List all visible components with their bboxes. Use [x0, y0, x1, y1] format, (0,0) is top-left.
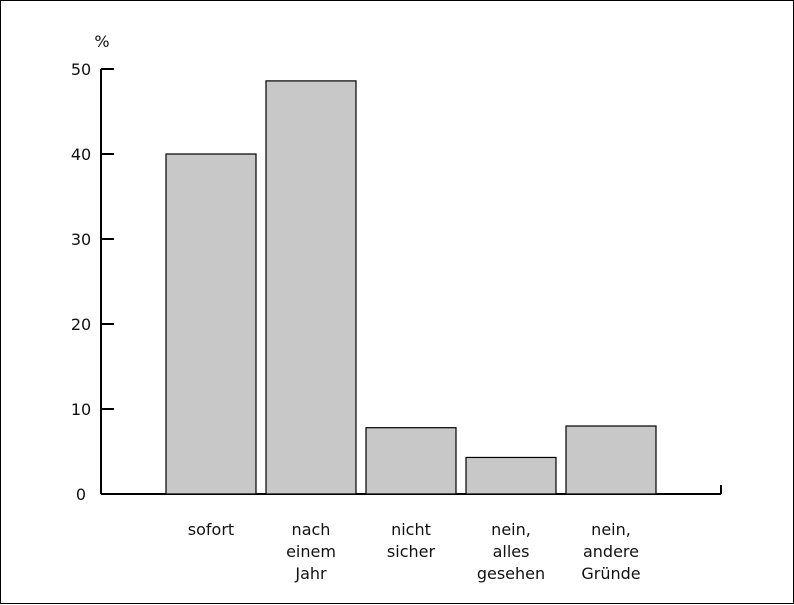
bar — [365, 427, 457, 495]
y-tick-label: 10 — [71, 400, 91, 419]
y-tick-label: 30 — [71, 230, 91, 249]
y-tick-label: 50 — [71, 60, 91, 79]
x-category-label: nein, andere Gründe — [581, 520, 640, 583]
x-category-label: nein, alles gesehen — [477, 520, 545, 583]
bar — [465, 456, 557, 495]
y-tick-label: 20 — [71, 315, 91, 334]
x-category-label: sofort — [188, 520, 234, 539]
y-unit-label: % — [94, 32, 109, 51]
bars — [165, 80, 657, 495]
y-tick-label: 40 — [71, 145, 91, 164]
bar — [565, 425, 657, 495]
x-labels: sofort nach einem Jahr nicht sicher nein, alles… — [188, 520, 641, 583]
bar — [265, 80, 357, 495]
y-tick-label: 0 — [76, 485, 86, 504]
bar — [165, 153, 257, 495]
y-ticks: 0 10 20 30 40 50 — [71, 60, 114, 504]
x-category-label: nicht sicher — [387, 520, 436, 561]
x-category-label: nach einem Jahr — [286, 520, 336, 583]
